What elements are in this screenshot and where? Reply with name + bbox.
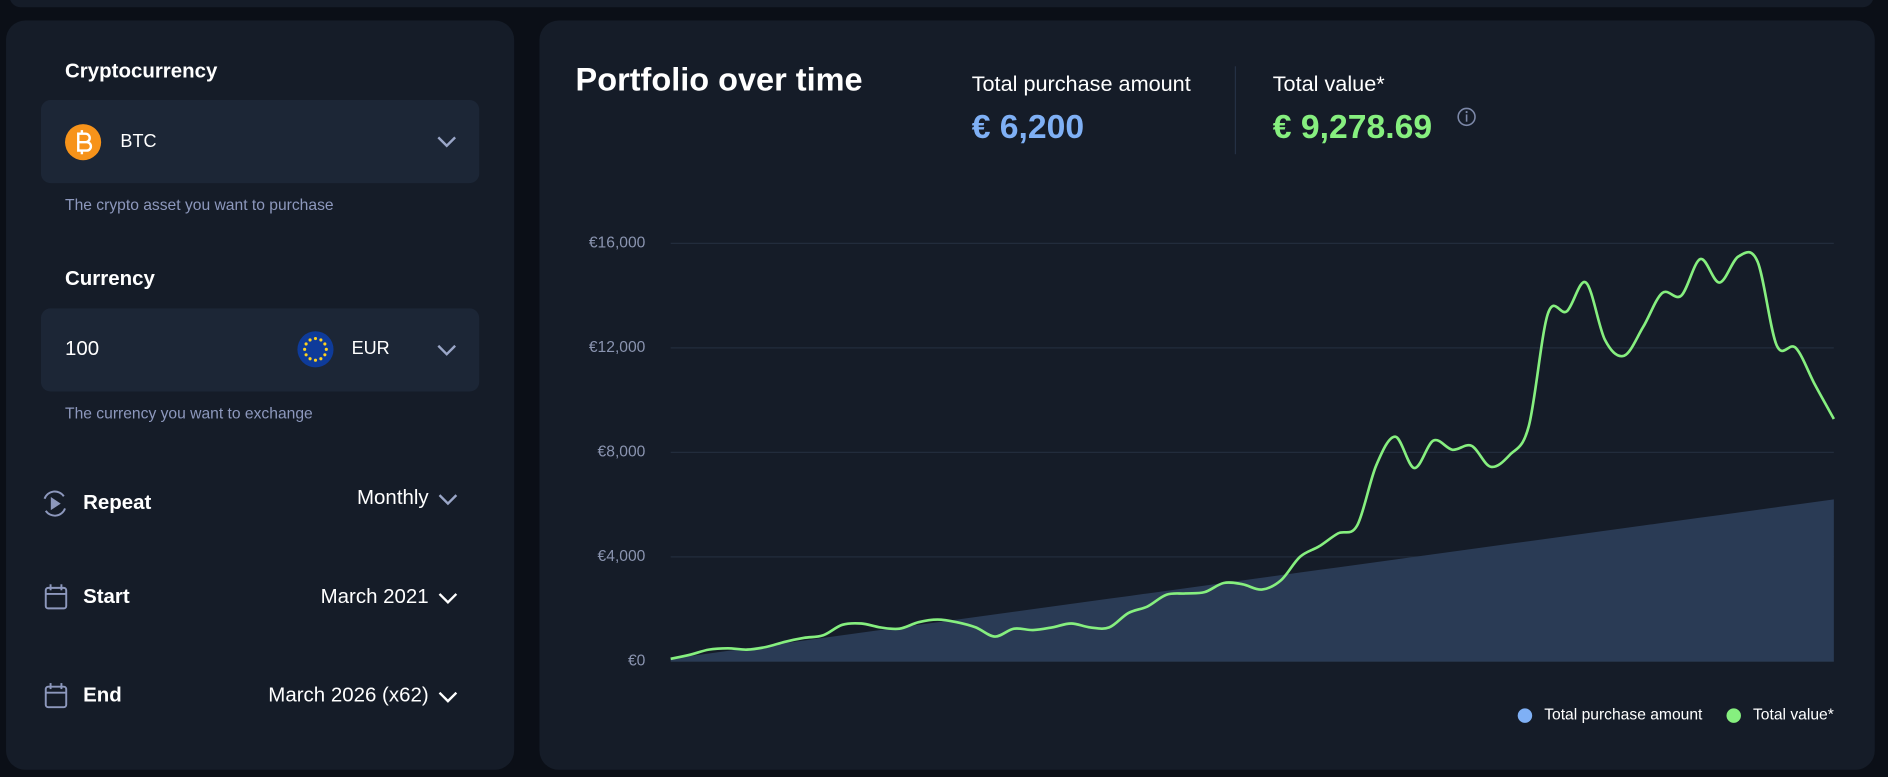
y-tick-label: €0 — [628, 653, 646, 670]
amount: 100 — [65, 337, 99, 360]
stat-label: Total value* — [1273, 71, 1386, 96]
chevron — [438, 691, 458, 703]
flag-star — [308, 338, 312, 342]
chevron — [437, 136, 457, 148]
info-icon-dot — [1465, 110, 1468, 114]
label: Start — [83, 585, 130, 608]
y-tick-label: €4,000 — [598, 548, 646, 565]
summary: Portfolio over time Total purchase amoun… — [576, 62, 1476, 155]
area — [670, 499, 1834, 662]
calendar-icon — [44, 584, 68, 610]
chart: €0 €4,000 €8,000 €12,000 €16,000 Total value*… — [589, 234, 1836, 724]
help-text: The currency you want to exchange — [65, 406, 313, 423]
label: Repeat — [83, 491, 151, 514]
flag-star — [303, 347, 307, 351]
legend-swatch — [1726, 708, 1741, 723]
end-value[interactable]: March 2026 (x62) — [268, 684, 428, 707]
y-tick-label: €12,000 — [589, 339, 646, 356]
stat-value: € 6,200 — [972, 108, 1084, 146]
help-text: The crypto asset you want to purchase — [65, 197, 334, 214]
repeat-icon — [43, 490, 66, 517]
flag-star — [324, 347, 328, 351]
settings: Cryptocurrency BTC The crypto asset you … — [40, 60, 480, 709]
crypto-select[interactable] — [40, 99, 480, 184]
calendar-icon — [44, 683, 68, 709]
flag-star — [323, 353, 327, 357]
line — [670, 250, 1836, 661]
chart-title: Portfolio over time — [576, 62, 863, 98]
currency-input[interactable] — [40, 308, 480, 392]
label: Cryptocurrency — [65, 60, 218, 83]
label: Currency — [65, 267, 155, 290]
top-bar — [9, 0, 1874, 8]
chevron — [438, 593, 458, 605]
currency-value: EUR — [352, 338, 390, 358]
chevron — [437, 344, 457, 356]
btc-glyph — [77, 130, 93, 155]
stat-label: Total purchase amount — [972, 71, 1191, 96]
legend-label: Total value* — [1753, 707, 1834, 724]
y-tick-label: €16,000 — [589, 234, 646, 251]
flag-star — [308, 357, 312, 361]
flag-stars — [303, 336, 328, 362]
y-tick-label: €8,000 — [598, 444, 646, 461]
legend-label: Total purchase amount — [1544, 707, 1703, 724]
chevron — [438, 494, 458, 506]
flag-star — [319, 357, 323, 361]
flag-star — [313, 358, 318, 362]
info-icon[interactable] — [1457, 107, 1476, 127]
legend-swatch — [1517, 708, 1533, 723]
stat-value: € 9,278.69 — [1273, 108, 1432, 146]
start-value[interactable]: March 2021 — [321, 585, 429, 608]
crypto-value: BTC — [120, 131, 156, 151]
repeat-value[interactable]: Monthly — [357, 486, 429, 509]
flag-star — [323, 342, 327, 346]
label: End — [83, 684, 122, 707]
flag-star — [304, 342, 308, 346]
flag-star — [304, 353, 308, 357]
flag-star — [319, 338, 323, 342]
eur-flag — [297, 331, 334, 368]
flag-star — [313, 336, 318, 341]
